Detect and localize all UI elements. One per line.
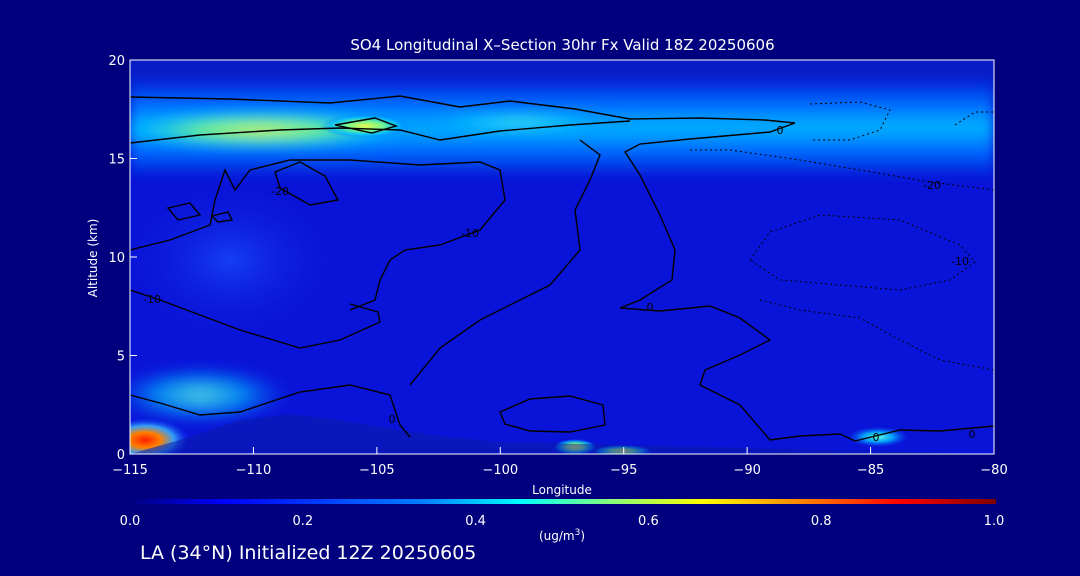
colorbar-tick-label: 0.0 <box>120 514 141 529</box>
x-tick-label: −115 <box>112 463 148 478</box>
lower-layer-west <box>130 365 290 425</box>
terrain-shadow <box>130 414 994 454</box>
contour-neg-2 <box>690 149 994 191</box>
contour-labels: -10 -20 -10 0 0 0 -20 -10 0 0 <box>143 124 975 444</box>
contour-0-surface-cell <box>499 395 606 433</box>
y-tick-label: 5 <box>117 350 125 365</box>
x-axis-ticks: −115 −110 −105 −100 −95 −90 −85 −80 <box>112 447 1008 478</box>
contour-neg-5 <box>954 111 994 126</box>
contour-negative-dashed <box>690 101 994 371</box>
contour-neg-4 <box>759 299 994 371</box>
colorbar-tick-label: 0.8 <box>811 514 832 529</box>
y-tick-label: 0 <box>117 448 125 463</box>
contour-minus10-inner <box>130 159 506 311</box>
contour-value-label: -20 <box>923 179 941 192</box>
contour-minus20-cell <box>274 161 340 206</box>
colorbar-tick-label: 0.6 <box>638 514 659 529</box>
contour-value-label: 0 <box>389 413 396 426</box>
contour-value-label: -10 <box>461 227 479 240</box>
contour-cell-a <box>166 202 202 221</box>
colorbar <box>130 499 996 504</box>
chart-title: SO4 Longitudinal X–Section 30hr Fx Valid… <box>350 36 775 54</box>
contour-value-label: -10 <box>143 293 161 306</box>
near-surface-source <box>130 418 190 454</box>
x-tick-label: −110 <box>236 463 272 478</box>
colorbar-tick-label: 0.2 <box>292 514 313 529</box>
contour-minus10-lower <box>130 289 381 349</box>
x-tick-label: −100 <box>482 463 518 478</box>
x-tick-label: −95 <box>610 463 637 478</box>
x-tick-label: −80 <box>980 463 1007 478</box>
y-axis-ticks: 0 5 10 15 20 <box>108 54 137 463</box>
y-tick-label: 15 <box>108 153 125 168</box>
contour-value-label: 0 <box>647 301 654 314</box>
colorbar-unit-label: (ug/m3) <box>538 528 586 543</box>
contour-value-label: 0 <box>777 124 784 137</box>
x-tick-label: −105 <box>359 463 395 478</box>
colorbar-ticks: 0.0 0.2 0.4 0.6 0.8 1.0 <box>120 514 1005 529</box>
contour-upper <box>130 120 631 144</box>
contour-0-lower <box>130 384 411 438</box>
x-tick-label: −85 <box>857 463 884 478</box>
mid-troposphere-west <box>130 180 340 340</box>
y-tick-label: 10 <box>108 251 125 266</box>
contour-value-label: -20 <box>271 185 289 198</box>
contour-neg-1 <box>809 101 891 141</box>
contour-value-label: 0 <box>873 431 880 444</box>
contour-value-label: 0 <box>969 428 976 441</box>
contour-cell-b <box>210 211 234 223</box>
contour-cell-upper <box>334 117 399 134</box>
x-axis-label: Longitude <box>532 483 592 497</box>
footer-initialization-text: LA (34°N) Initialized 12Z 20250605 <box>140 542 477 564</box>
contour-lines <box>130 60 994 454</box>
upper-layer-peak-mid <box>320 114 410 138</box>
contour-0-main <box>130 95 856 442</box>
y-tick-label: 20 <box>108 54 125 69</box>
contour-0-east <box>854 425 994 442</box>
upper-layer-mid <box>400 108 640 136</box>
concentration-field <box>130 60 994 454</box>
contour-0-center <box>409 139 601 386</box>
contour-neg-3 <box>749 214 976 291</box>
colorbar-tick-label: 1.0 <box>984 514 1005 529</box>
x-tick-label: −90 <box>733 463 760 478</box>
colorbar-tick-label: 0.4 <box>465 514 486 529</box>
contour-value-label: -10 <box>951 255 969 268</box>
